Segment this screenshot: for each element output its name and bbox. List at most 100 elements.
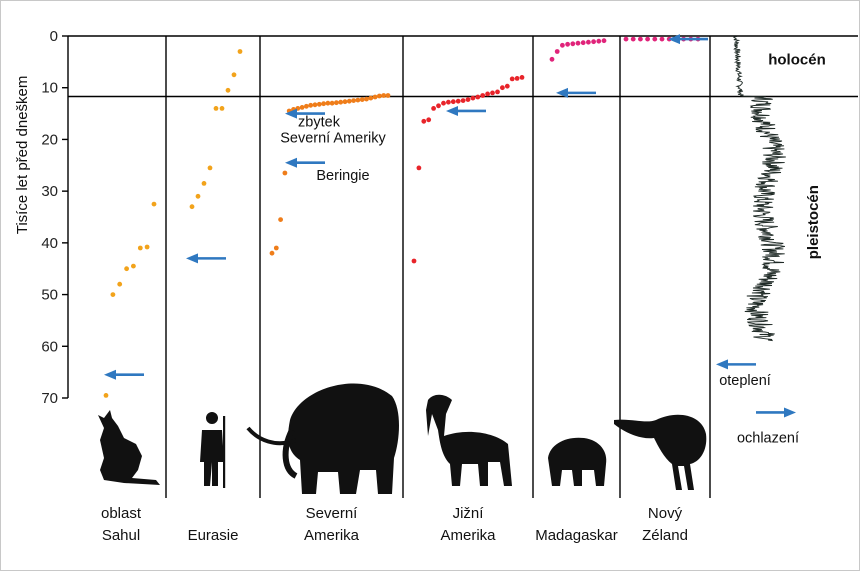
extinction-point (441, 100, 446, 106)
extinction-point (207, 165, 213, 171)
extinction-point (450, 99, 456, 105)
extinction-point (623, 36, 629, 42)
extinction-point (117, 281, 123, 287)
extinction-point (131, 263, 136, 269)
y-tick-label: 0 (50, 28, 58, 45)
y-tick-label: 40 (41, 235, 58, 252)
extinction-point (416, 165, 422, 171)
extinction-point (565, 41, 570, 47)
extinction-point (554, 49, 560, 54)
region-label: Jižní (453, 505, 485, 522)
extinction-point (500, 85, 505, 91)
climate-curve (732, 35, 786, 342)
extinction-point (470, 95, 476, 101)
extinction-point (381, 93, 387, 98)
extinction-point (124, 266, 129, 272)
extinction-point (490, 90, 495, 96)
legend-cooling-arrow-head (784, 407, 796, 418)
extinction-point (480, 93, 486, 98)
extinction-point (455, 98, 461, 104)
extinction-point (426, 117, 432, 123)
annotation-beringia: Beringie (316, 168, 369, 184)
climate-arrows (104, 34, 796, 418)
extinction-point (137, 245, 143, 251)
mammoth-silhouette-icon (288, 383, 399, 494)
extinction-point (110, 292, 116, 297)
era-holocene-label: holocén (768, 51, 826, 68)
legend-warming-label: oteplení (719, 373, 771, 389)
extinction-point (372, 94, 378, 100)
extinction-point (346, 98, 352, 104)
extinction-point (308, 102, 314, 108)
y-tick-label: 30 (41, 183, 58, 200)
extinction-point (329, 100, 335, 106)
warming-arrow-head (668, 34, 680, 45)
region-label: Madagaskar (535, 527, 618, 544)
region-label: Amerika (304, 527, 360, 544)
extinction-point (509, 76, 515, 82)
extinction-point (570, 41, 576, 47)
extinction-point (504, 83, 510, 89)
region-label: Zéland (642, 527, 688, 544)
y-tick-label: 70 (41, 390, 58, 407)
extinction-point (586, 39, 591, 45)
extinction-point (342, 99, 348, 105)
mammoth-tusk-icon (246, 426, 297, 446)
chart-grid (62, 35, 858, 498)
extinction-point (652, 36, 658, 42)
extinction-point (601, 38, 607, 44)
legend-warming-arrow-head (716, 359, 728, 370)
extinction-point (189, 204, 195, 210)
warming-arrow-head (285, 157, 297, 168)
extinction-point (213, 106, 219, 111)
extinction-point (351, 98, 356, 103)
extinction-point (485, 91, 490, 97)
extinction-point (278, 217, 283, 223)
extinction-point (638, 36, 643, 42)
giant-lemur-silhouette-icon (548, 437, 607, 486)
extinction-point (273, 245, 279, 251)
extinction-point (630, 36, 636, 42)
animal-silhouettes (98, 383, 707, 494)
region-label: Amerika (440, 527, 496, 544)
macrauchenia-silhouette-icon (426, 394, 512, 486)
annotation-remainder-2: Severní Ameriky (280, 131, 386, 147)
region-label: Sahul (102, 527, 140, 544)
extinction-point (411, 258, 417, 264)
extinction-point (377, 93, 382, 99)
climate-proxy-curve (732, 35, 786, 342)
extinction-point (219, 106, 225, 111)
extinction-point (364, 96, 369, 102)
y-tick-label: 10 (41, 80, 58, 97)
extinction-point (299, 105, 305, 110)
y-tick-label: 60 (41, 338, 58, 355)
warming-arrow-head (186, 253, 198, 264)
extinction-point (385, 93, 391, 98)
extinction-point (436, 103, 441, 109)
region-label: Nový (648, 505, 683, 522)
extinction-point (446, 99, 451, 105)
warming-arrow-head (285, 108, 297, 119)
mammoth-trunk-icon (282, 428, 298, 479)
extinction-point (304, 103, 309, 109)
extinction-point (495, 89, 500, 95)
extinction-point (549, 56, 555, 62)
legend-cooling-label: ochlazení (737, 430, 799, 446)
extinction-point (465, 97, 471, 102)
annotation-remainder-1: zbytek (298, 115, 341, 131)
extinction-point (201, 181, 207, 186)
spear-icon (223, 416, 226, 488)
extinction-point (575, 40, 581, 46)
warming-arrow-head (556, 87, 568, 98)
extinction-point (269, 250, 275, 256)
warming-arrow-head (446, 105, 458, 116)
extinction-point (368, 95, 374, 101)
extinction-point (659, 36, 665, 42)
extinction-point (321, 101, 326, 107)
y-tick-label: 50 (41, 287, 58, 304)
y-tick-label: 20 (41, 131, 58, 148)
extinction-point (514, 76, 520, 81)
extinction-point (325, 100, 331, 106)
